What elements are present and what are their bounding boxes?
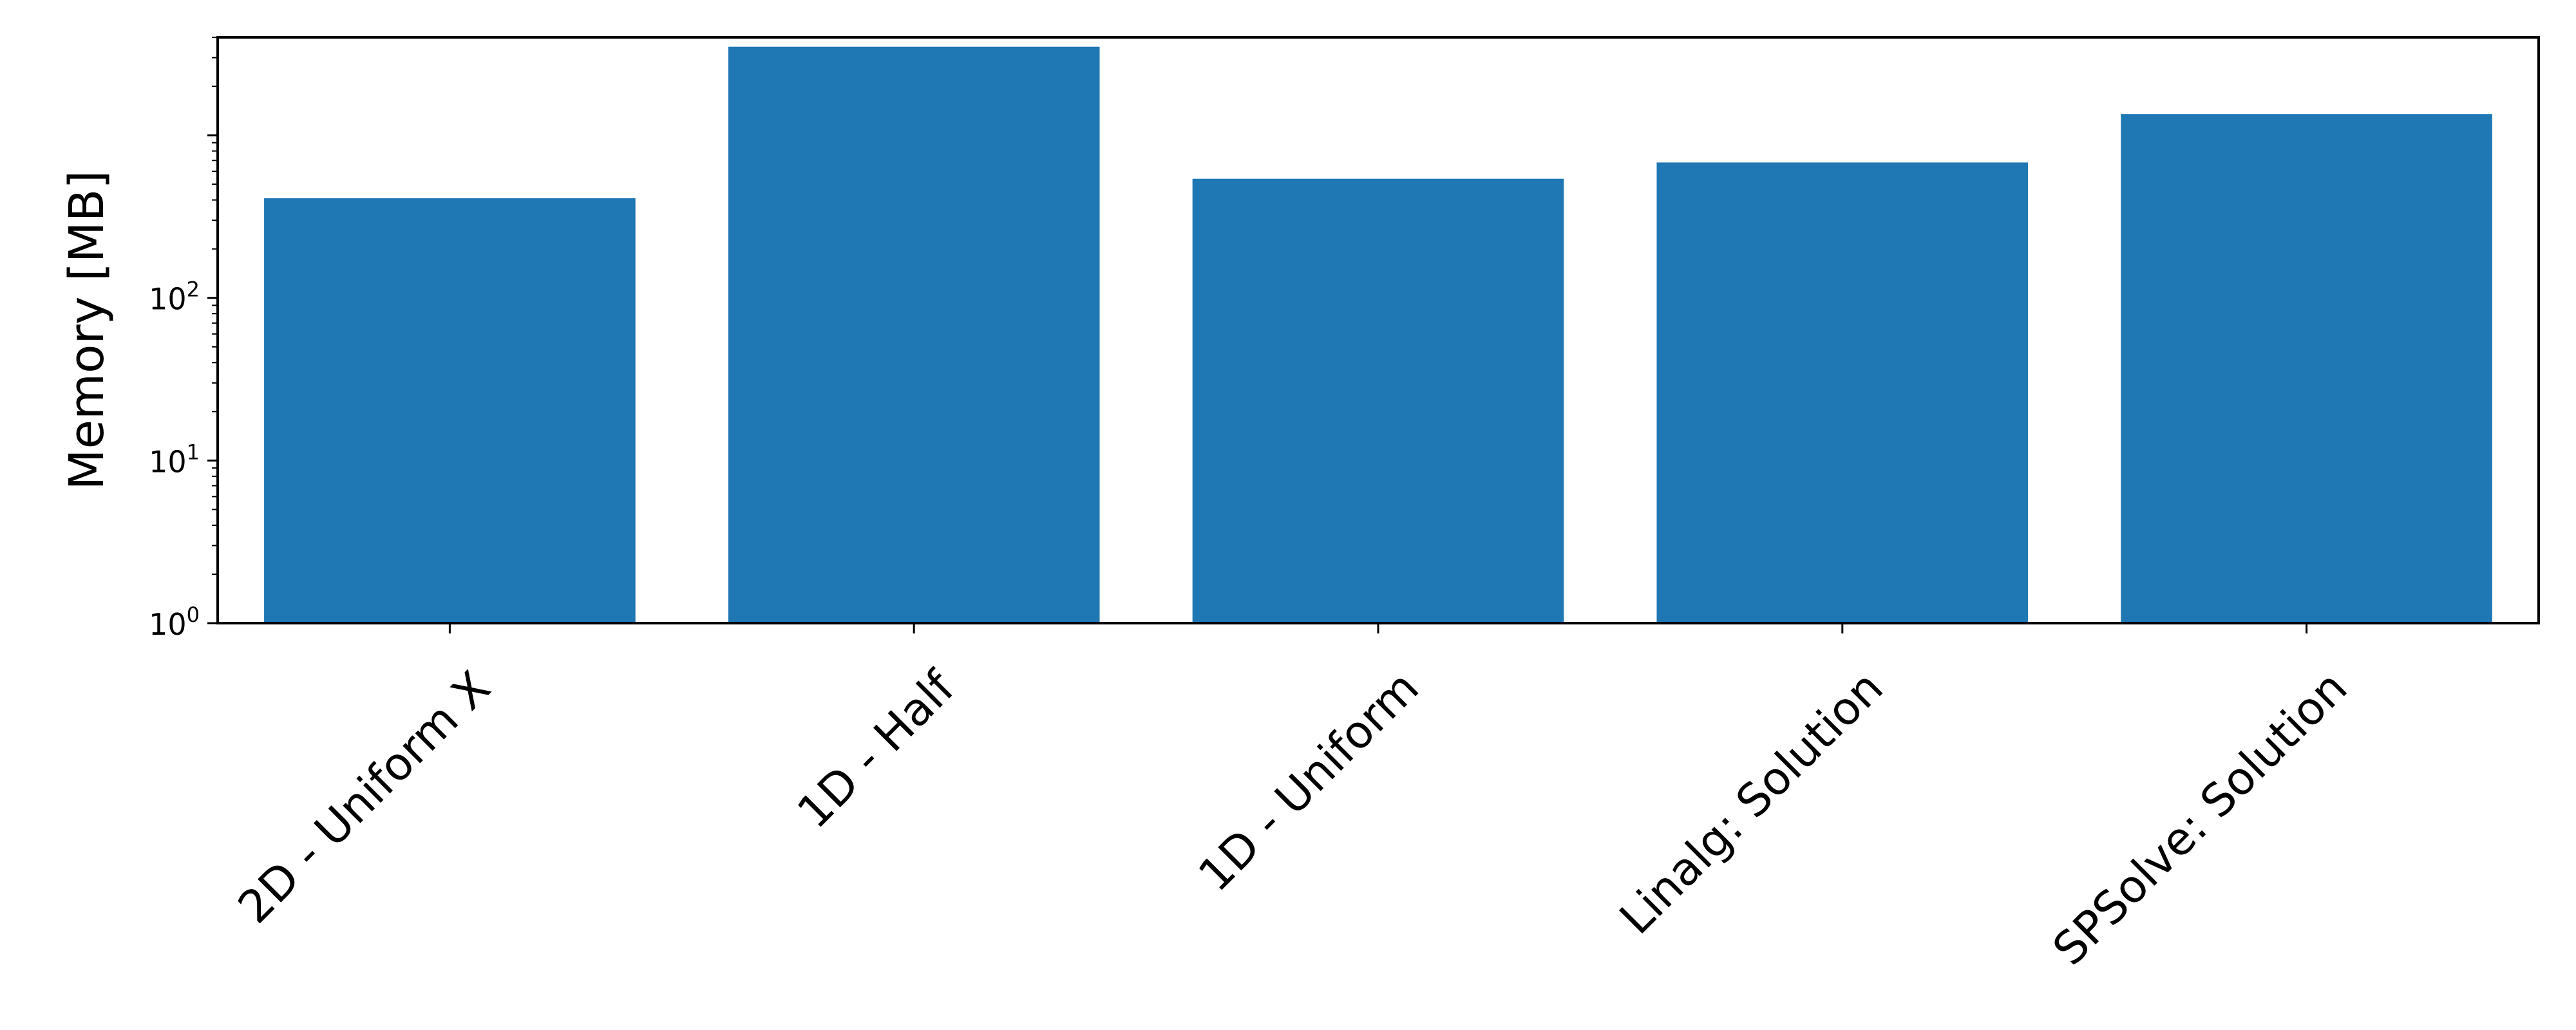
- bar-0: [264, 198, 636, 623]
- y-axis-ticks: 100 101 102: [149, 37, 218, 642]
- x-axis-ticks: 2D - Uniform X 1D - Half 1D - Uniform Linal…: [228, 623, 2358, 976]
- plot-frame: [216, 36, 2540, 624]
- x-tick-label-3: Linalg: Solution: [1609, 661, 1893, 944]
- bar-1: [728, 46, 1100, 623]
- y-tick-label-0: 100: [149, 603, 200, 642]
- bar-2: [1192, 178, 1564, 624]
- x-tick-label-1: 1D - Half: [787, 660, 965, 839]
- bar-3: [1656, 162, 2029, 623]
- y-tick-label-2: 102: [149, 277, 200, 317]
- bars-group: [264, 46, 2492, 624]
- x-tick-label-2: 1D - Uniform: [1188, 661, 1429, 902]
- x-tick-label-0: 2D - Uniform X: [228, 661, 500, 933]
- bar-4: [2121, 114, 2492, 623]
- y-tick-label-1: 101: [149, 440, 200, 479]
- x-tick-label-4: SPSolve: Solution: [2043, 661, 2358, 976]
- y-axis-label: Memory [MB]: [59, 171, 115, 491]
